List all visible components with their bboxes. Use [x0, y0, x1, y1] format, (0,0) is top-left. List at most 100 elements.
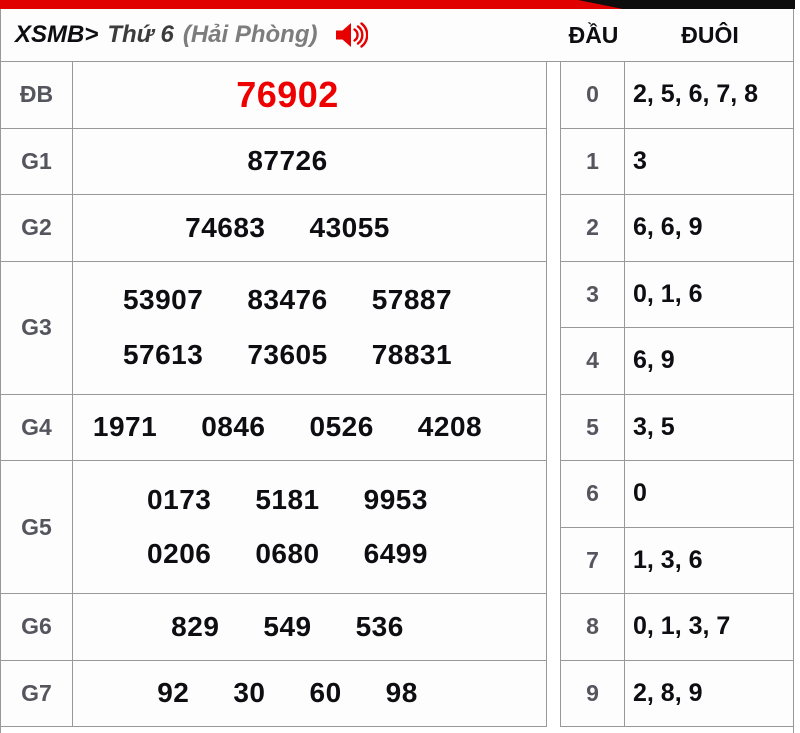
prize-number-line: 829 549 536 [73, 611, 502, 643]
duoi-values: 3, 5 [633, 412, 675, 441]
header-row: XSMB> Thứ 6 (Hải Phòng) ĐẦU ĐUÔI [0, 9, 794, 62]
footer-next-row-edge [0, 727, 794, 733]
duoi-values: 3 [633, 146, 647, 175]
duoi-values: 1, 3, 6 [633, 545, 703, 574]
prize-number: 0526 [309, 411, 374, 443]
speaker-icon[interactable] [334, 21, 369, 49]
dau-duoi-row: 5 3, 5 [561, 394, 793, 461]
prize-number: 60 [309, 677, 342, 709]
prize-row: G2 74683 43055 [1, 195, 546, 262]
dau-duoi-row: 1 3 [561, 128, 793, 195]
prize-number: 0173 [147, 483, 212, 515]
duoi-column-header: ĐUÔI [681, 21, 739, 48]
duoi-values: 0, 1, 3, 7 [633, 612, 731, 641]
dau-column-header: ĐẦU [568, 21, 619, 48]
prize-number: 536 [355, 610, 404, 642]
duoi-values: 2, 5, 6, 7, 8 [633, 80, 759, 109]
prize-number: 87726 [247, 145, 328, 177]
prize-number: 0680 [255, 538, 320, 570]
prize-number-line: 0173 5181 9953 [73, 484, 502, 516]
prize-label: ĐB [1, 62, 73, 128]
prize-label: G2 [1, 195, 73, 261]
prize-number-line: 92 30 60 98 [73, 677, 502, 709]
prize-number: 30 [233, 677, 266, 709]
prize-number: 76902 [236, 73, 339, 115]
prize-number-line: 53907 83476 57887 [73, 284, 502, 316]
prize-number-line: 0206 0680 6499 [73, 538, 502, 570]
dau-digit: 7 [561, 527, 625, 593]
dau-duoi-row: 7 1, 3, 6 [561, 527, 793, 594]
duoi-values: 6, 6, 9 [633, 213, 703, 242]
prize-number: 92 [157, 677, 190, 709]
prize-number: 829 [171, 610, 220, 642]
dau-digit: 1 [561, 128, 625, 194]
dau-digit: 3 [561, 261, 625, 327]
prize-number-line: 74683 43055 [73, 212, 502, 244]
duoi-values: 6, 9 [633, 346, 675, 375]
prize-number: 0206 [147, 538, 212, 570]
dau-duoi-row: 4 6, 9 [561, 328, 793, 395]
prize-row: ĐB 76902 [1, 62, 546, 129]
top-accent-bar-red [0, 0, 623, 9]
prize-number-line: 87726 [73, 145, 502, 177]
prize-number: 9953 [363, 483, 428, 515]
prize-label: G4 [1, 394, 73, 460]
duoi-values: 0 [633, 479, 647, 508]
prize-number-line: 1971 0846 0526 4208 [73, 411, 502, 443]
prize-label: G5 [1, 461, 73, 593]
prize-row: G3 53907 83476 57887 57613 73605 78831 [1, 261, 546, 395]
dau-duoi-row: 3 0, 1, 6 [561, 261, 793, 328]
prize-number: 73605 [247, 338, 328, 370]
dau-digit: 4 [561, 328, 625, 394]
prize-number: 6499 [363, 538, 428, 570]
dau-duoi-row: 6 0 [561, 461, 793, 528]
dau-digit: 6 [561, 461, 625, 527]
prize-number-line: 57613 73605 78831 [73, 339, 502, 371]
prize-numbers: 0173 5181 9953 0206 0680 6499 [73, 461, 546, 593]
dau-duoi-row: 9 2, 8, 9 [561, 660, 793, 727]
top-accent-bar [0, 0, 795, 9]
prize-results-table: ĐB 76902 G1 87726 G2 74683 43055 G3 53907… [0, 62, 547, 727]
dau-duoi-row: 0 2, 5, 6, 7, 8 [561, 62, 793, 129]
prize-number-line: 76902 [73, 74, 502, 116]
prize-numbers: 829 549 536 [73, 594, 546, 660]
prize-number: 57887 [371, 284, 453, 316]
prize-label: G3 [1, 261, 73, 394]
prize-row: G4 1971 0846 0526 4208 [1, 394, 546, 461]
prize-row: G5 0173 5181 9953 0206 0680 6499 [1, 461, 546, 594]
prize-number: 1971 [92, 411, 158, 443]
dau-digit: 8 [561, 594, 625, 660]
prize-numbers: 53907 83476 57887 57613 73605 78831 [73, 262, 546, 394]
dau-duoi-table: 0 2, 5, 6, 7, 8 1 3 2 6, 6, 9 3 0, 1, 6 … [560, 62, 794, 727]
prize-numbers: 76902 [73, 62, 546, 128]
prize-numbers: 92 30 60 98 [73, 661, 546, 727]
dau-digit: 2 [561, 195, 625, 261]
prize-number: 4208 [417, 411, 483, 443]
prize-numbers: 87726 [73, 129, 546, 195]
prize-label: G7 [1, 660, 73, 726]
dau-digit: 5 [561, 394, 625, 460]
prize-label: G1 [1, 128, 73, 194]
duoi-values: 2, 8, 9 [633, 678, 703, 707]
prize-number: 78831 [371, 338, 453, 370]
title-day: Thứ 6 [107, 21, 174, 48]
title-xsmb-link[interactable]: XSMB> [15, 21, 99, 48]
results-body: ĐB 76902 G1 87726 G2 74683 43055 G3 53907… [0, 62, 795, 727]
prize-number: 0846 [201, 411, 266, 443]
duoi-values: 0, 1, 6 [633, 279, 703, 308]
prize-number: 549 [263, 610, 312, 642]
prize-number: 5181 [255, 483, 320, 515]
prize-number: 43055 [309, 211, 390, 243]
prize-number: 74683 [185, 211, 266, 243]
prize-row: G6 829 549 536 [1, 594, 546, 661]
prize-number: 53907 [122, 284, 204, 316]
page-title: XSMB> Thứ 6 (Hải Phòng) [1, 21, 369, 49]
prize-number: 83476 [247, 284, 328, 316]
dau-digit: 9 [561, 660, 625, 726]
prize-number: 98 [385, 677, 418, 709]
prize-label: G6 [1, 594, 73, 660]
prize-number: 57613 [122, 338, 204, 370]
dau-digit: 0 [561, 62, 625, 128]
dau-duoi-row: 2 6, 6, 9 [561, 195, 793, 262]
